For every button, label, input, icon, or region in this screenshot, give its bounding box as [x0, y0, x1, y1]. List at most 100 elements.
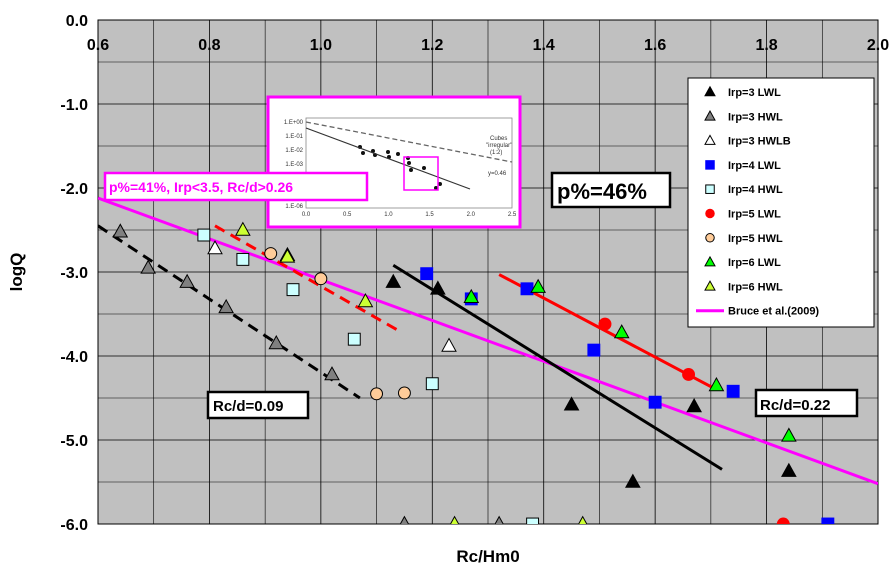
data-point [357, 293, 374, 308]
legend-marker [705, 184, 715, 194]
data-point [708, 377, 725, 392]
data-point [520, 282, 534, 296]
inset-x-tick-label: 2.0 [467, 212, 476, 218]
data-point [530, 278, 546, 293]
data-point [397, 386, 411, 400]
data-point [776, 517, 790, 524]
legend-label: Irp=3 LWL [728, 87, 781, 99]
y-tick-label: -1.0 [60, 97, 88, 114]
data-point [112, 223, 129, 238]
x-tick-label: 2.0 [867, 37, 889, 54]
inset-caption-1: Cubes [490, 136, 507, 142]
x-tick-label: 1.0 [310, 37, 332, 54]
legend-marker [705, 233, 715, 243]
data-point [449, 515, 460, 524]
data-point [140, 259, 156, 274]
data-point [625, 473, 641, 488]
data-point [441, 337, 457, 352]
annotation-rc-high: Rc/d=0.22 [754, 388, 859, 418]
inset-y-tick-label: 1.E-06 [285, 204, 303, 210]
data-point [463, 288, 480, 303]
data-point [314, 272, 328, 286]
annotation-p-low: p%=41%, Irp<3.5, Rc/d>0.26 [103, 171, 369, 202]
x-tick-label: 1.8 [755, 37, 777, 54]
x-tick-label: 1.6 [644, 37, 666, 54]
legend-marker [704, 134, 716, 145]
legend-label: Irp=3 HWLB [728, 136, 791, 148]
data-markers [112, 221, 835, 524]
line-bruce-2009 [98, 196, 878, 486]
data-point [235, 221, 251, 236]
legend-label: Irp=6 LWL [728, 257, 781, 269]
inset-y-tick-label: 1.E-03 [285, 162, 303, 168]
inset-x-tick-label: 1.0 [384, 212, 393, 218]
legend-marker [704, 255, 716, 267]
trend-line [498, 273, 718, 391]
svg-text:Rc/d=0.09: Rc/d=0.09 [213, 398, 283, 415]
inset-dot [361, 151, 365, 155]
data-point [781, 427, 797, 442]
inset-y-tick-label: 1.E+00 [284, 120, 304, 126]
inset-x-tick-label: 1.5 [425, 212, 434, 218]
data-point [682, 368, 696, 381]
fit-lines [98, 196, 878, 486]
inset-dot [386, 150, 390, 154]
y-axis-ticks: 0.0 -1.0 -2.0 -3.0 -4.0 -5.0 -6.0 [60, 13, 88, 534]
data-point [430, 280, 446, 295]
legend-marker [705, 160, 715, 170]
y-tick-label: -6.0 [60, 517, 88, 534]
y-axis-title: logQ [7, 253, 26, 292]
data-point [420, 267, 434, 281]
inset-dashed-curve [305, 121, 513, 163]
trend-line [98, 224, 361, 400]
data-point [385, 273, 402, 288]
y-tick-label: -3.0 [60, 265, 88, 282]
inset-dot [396, 152, 400, 156]
inset-caption-3: (1:2) [490, 150, 502, 156]
legend-label: Irp=5 HWL [728, 233, 783, 245]
data-point [494, 515, 504, 524]
annotation-rc-low: Rc/d=0.09 [206, 390, 310, 420]
legend-marker [704, 85, 716, 97]
inset-x-ticks: 0.0 0.5 1.0 1.5 2.0 2.5 [302, 212, 517, 218]
data-point [613, 324, 630, 339]
inset-x-tick-label: 2.5 [508, 212, 517, 218]
data-point [563, 396, 580, 411]
data-point [347, 332, 361, 346]
data-point [399, 515, 410, 524]
legend-label: Irp=5 LWL [728, 209, 781, 221]
data-point [264, 247, 278, 260]
inset-dot [438, 182, 442, 186]
trend-line [392, 264, 723, 471]
inset-dot [409, 168, 413, 172]
legend-marker [704, 110, 716, 121]
legend-label: Irp=4 LWL [728, 160, 781, 172]
data-point [425, 377, 439, 391]
data-point [526, 517, 540, 524]
x-axis-ticks: 0.6 0.8 1.0 1.2 1.4 1.6 1.8 2.0 [87, 37, 889, 54]
y-tick-label: -4.0 [60, 349, 88, 366]
inset-caption-4: y=0.46 [488, 171, 507, 177]
data-point [726, 384, 740, 398]
inset-y-tick-label: 1.E-01 [285, 134, 303, 140]
data-point [236, 252, 250, 266]
data-point [578, 515, 588, 524]
annotation-p-high: p%=46% [550, 171, 672, 209]
legend-marker [705, 208, 715, 219]
inset-x-tick-label: 0.5 [343, 212, 352, 218]
svg-text:p%=46%: p%=46% [557, 179, 647, 204]
data-point [207, 240, 223, 255]
data-point [598, 317, 612, 331]
y-tick-label: -5.0 [60, 433, 88, 450]
data-point [218, 298, 234, 314]
y-tick-label: -2.0 [60, 181, 88, 198]
data-point [648, 395, 662, 409]
inset-figure: 1.E+001.E-011.E-021.E-031.E-041.E-051.E-… [266, 95, 522, 229]
inset-x-tick-label: 0.0 [302, 212, 311, 218]
inset-dot [407, 161, 411, 165]
data-point [179, 273, 195, 288]
legend-label: Irp=3 HWL [728, 111, 783, 123]
x-tick-label: 0.6 [87, 37, 109, 54]
inset-solid-line [305, 127, 471, 190]
